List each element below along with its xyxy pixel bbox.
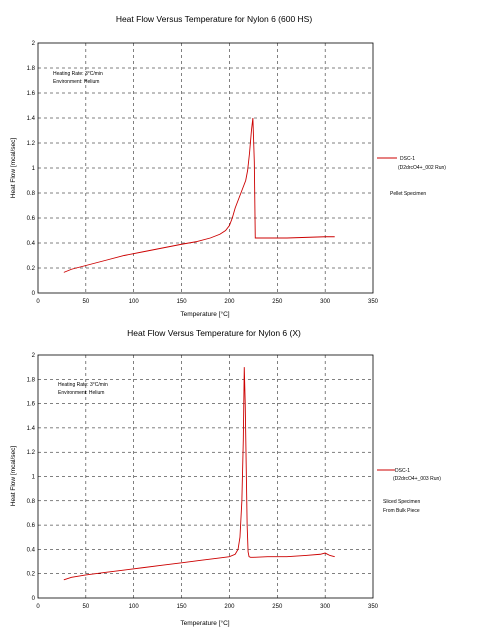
chart-2-x-tick-label: 100 [129,604,140,610]
chart-2-x-tick-label: 350 [368,604,379,610]
chart-2-x-tick-label: 50 [83,604,90,610]
chart-1-x-tick-label: 0 [36,299,40,305]
chart-1-y-tick-label: 1 [32,166,36,172]
chart-2-series-dsc-1-line [63,367,335,581]
chart-2-y-tick-label: 1.4 [27,426,36,432]
chart-2-x-tick-label: 200 [224,604,235,610]
chart-1-title: Heat Flow Versus Temperature for Nylon 6… [116,14,313,24]
chart-1-x-tick-label: 150 [177,299,188,305]
chart-2-x-tick-label: 0 [36,604,40,610]
chart-1-series-dsc-1-line [63,117,335,273]
chart-2-y-tick-label: 0.2 [27,572,36,578]
chart-1-legend-run: (D2drcO4+_002 Run) [398,165,446,171]
chart-1-y-tick-label: 1.8 [27,66,36,72]
chart-2-specimen-note-line-2: From Bulk Piece [383,508,420,514]
chart-1-y-tick-label: 1.4 [27,116,36,122]
chart-2-x-tick-label: 250 [272,604,283,610]
chart-1-tick-labels: 0 50 100 150 200 250 300 350 0 0.2 0.4 0.6 0.8 1 1.2 1.… [27,41,379,305]
chart-1-y-tick-label: 2 [32,41,36,47]
chart-1-x-tick-label: 100 [129,299,140,305]
chart-1-x-tick-label: 300 [320,299,331,305]
chart-2-legend-name: DSC-1 [395,468,410,474]
chart-2-legend-run: (D2drcO4+_003 Run) [393,476,441,482]
chart-2-y-tick-label: 0.6 [27,523,36,529]
chart-1-x-tick-label: 250 [272,299,283,305]
chart-2-x-axis-label: Temperature [°C] [180,619,229,627]
chart-1-y-tick-label: 0.6 [27,216,36,222]
chart-1-heating-rate-note: Heating Rate: 3°C/min [53,71,103,77]
chart-1-legend-name: DSC-1 [400,156,415,162]
chart-1-x-tick-label: 200 [224,299,235,305]
chart-2-y-tick-label: 1 [32,475,36,481]
chart-1: Heat Flow Versus Temperature for Nylon 6… [10,14,446,318]
chart-2-y-axis-label: Heat Flow [mcal/sec] [10,446,17,507]
chart-1-y-tick-label: 1.6 [27,91,36,97]
chart-1-environment-note: Environment: Helium [53,79,99,85]
chart-2-y-tick-label: 1.6 [27,402,36,408]
chart-2-specimen-note-line-1: Sliced Specimen [383,499,420,505]
chart-2-x-tick-label: 150 [177,604,188,610]
chart-2-y-tick-label: 0 [32,596,36,602]
chart-1-y-tick-label: 0.2 [27,266,36,272]
chart-1-x-tick-label: 350 [368,299,379,305]
chart-2: Heat Flow Versus Temperature for Nylon 6… [10,328,441,627]
chart-1-y-tick-label: 0.4 [27,241,36,247]
chart-1-y-tick-label: 0.8 [27,191,36,197]
chart-1-y-tick-label: 0 [32,291,36,297]
chart-1-grid [38,43,373,293]
chart-1-x-axis-label: Temperature [°C] [180,310,229,318]
chart-1-x-tick-label: 50 [83,299,90,305]
chart-2-title: Heat Flow Versus Temperature for Nylon 6… [127,328,301,338]
chart-2-y-tick-label: 1.2 [27,450,36,456]
chart-2-tick-labels: 0 50 100 150 200 250 300 350 0 0.2 0.4 0.6 0.8 1 1.2 1.… [27,353,379,610]
chart-1-plot-frame [37,42,374,294]
chart-2-heating-rate-note: Heating Rate: 3°C/min [58,382,108,388]
chart-2-plot-frame [37,354,374,599]
chart-2-y-tick-label: 2 [32,353,36,359]
chart-2-environment-note: Environment: Helium [58,390,104,396]
chart-1-y-tick-label: 1.2 [27,141,36,147]
chart-2-y-tick-label: 0.8 [27,499,36,505]
chart-1-y-axis-label: Heat Flow [mcal/sec] [10,138,17,199]
chart-2-y-tick-label: 0.4 [27,547,36,553]
chart-2-y-tick-label: 1.8 [27,377,36,383]
chart-1-specimen-note: Pellet Specimen [390,191,426,197]
chart-2-x-tick-label: 300 [320,604,331,610]
